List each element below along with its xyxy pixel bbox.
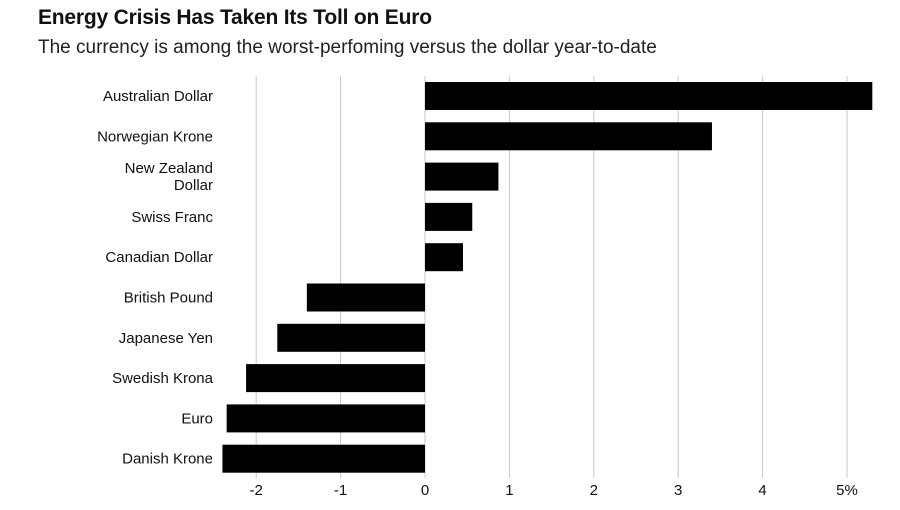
chart-title: Energy Crisis Has Taken Its Toll on Euro <box>38 6 432 29</box>
bar-danish-krone <box>222 444 425 473</box>
x-tick-label: 1 <box>505 482 513 499</box>
bar-british-pound <box>306 283 425 312</box>
bar-norwegian-krone <box>425 122 712 151</box>
category-label-line: Swedish Krona <box>112 370 214 387</box>
category-label-australian-dollar: Australian Dollar <box>103 88 213 105</box>
x-tick-label: 2 <box>590 482 598 499</box>
x-tick-label: 4 <box>758 482 766 499</box>
bar-swedish-krona <box>246 364 425 393</box>
x-tick-label: -1 <box>334 482 347 499</box>
category-label-canadian-dollar: Canadian Dollar <box>105 249 213 266</box>
x-axis-ticks: -2 -1 0 1 2 3 4 5% <box>250 482 858 499</box>
category-label-japanese-yen: Japanese Yen <box>119 330 213 347</box>
bars <box>222 82 873 473</box>
category-label-british-pound: British Pound <box>124 290 213 307</box>
category-label-line: Norwegian Krone <box>97 128 213 145</box>
category-label-line: Euro <box>181 410 213 427</box>
bar-new-zealand-dollar <box>425 162 499 191</box>
bar-euro <box>226 404 425 433</box>
bar-australian-dollar <box>425 82 873 110</box>
x-tick-label: 0 <box>421 482 429 499</box>
category-label-line: New Zealand <box>125 160 213 177</box>
category-label-euro: Euro <box>181 410 213 427</box>
x-tick-label: -2 <box>250 482 263 499</box>
category-label-norwegian-krone: Norwegian Krone <box>97 128 213 145</box>
category-label-line: Australian Dollar <box>103 88 213 105</box>
category-label-line: Canadian Dollar <box>105 249 213 266</box>
category-label-danish-krone: Danish Krone <box>122 451 213 468</box>
bar-japanese-yen <box>277 323 425 352</box>
category-label-line: British Pound <box>124 290 213 307</box>
category-labels: Australian Dollar Norwegian Krone New Zeal… <box>97 88 214 468</box>
category-label-line: Japanese Yen <box>119 330 213 347</box>
chart-subtitle: The currency is among the worst-perfomin… <box>38 37 657 58</box>
category-label-new-zealand-dollar: New Zealand Dollar <box>125 160 213 194</box>
category-label-swiss-franc: Swiss Franc <box>131 209 213 226</box>
category-label-swedish-krona: Swedish Krona <box>112 370 214 387</box>
x-tick-label: 3 <box>674 482 682 499</box>
bar-canadian-dollar <box>425 243 463 272</box>
bar-swiss-franc <box>425 202 473 231</box>
category-label-line: Dollar <box>174 177 213 194</box>
category-label-line: Danish Krone <box>122 451 213 468</box>
category-label-line: Swiss Franc <box>131 209 213 226</box>
x-tick-label: 5% <box>836 482 858 499</box>
